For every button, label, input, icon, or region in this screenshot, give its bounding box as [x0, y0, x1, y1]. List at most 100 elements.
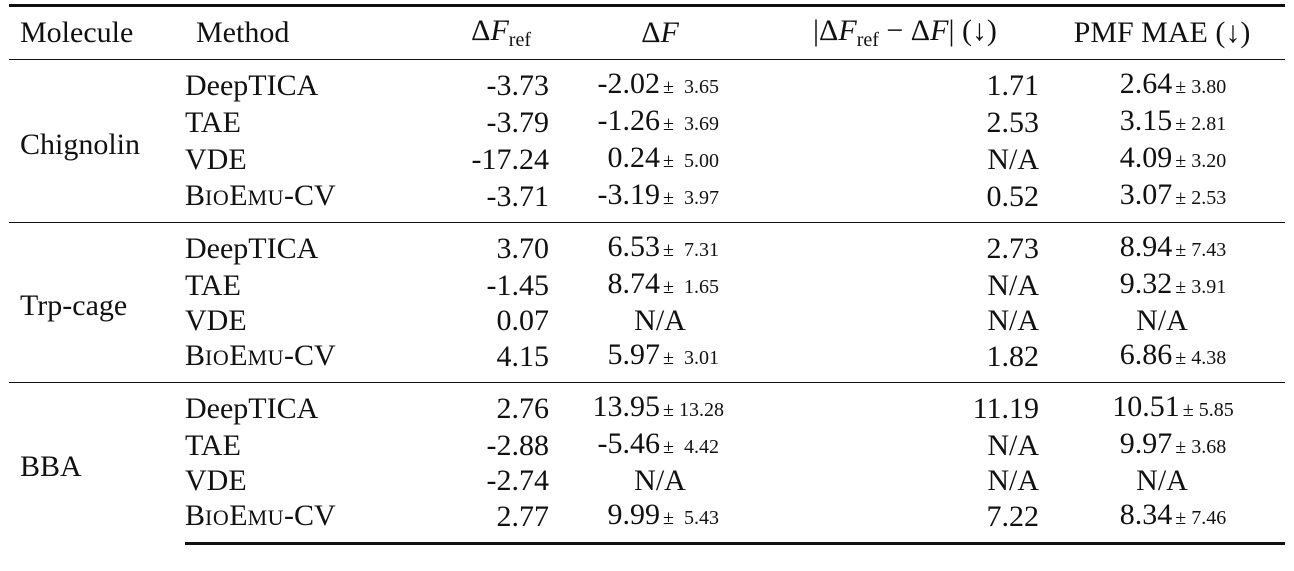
abs-diff-cell: 1.82: [986, 339, 1040, 373]
abs-diff-cell: 11.19: [771, 382, 1039, 427]
table-row: VDE -2.74 N/A N/A N/A: [9, 464, 1285, 498]
group-trp-cage: Trp-cage DeepTICA 3.70 6.53 ± 7.31 2.73 8.94 ± …: [9, 222, 1285, 383]
pmf-std: ± 4.38: [1175, 347, 1227, 369]
abs-diff-cell: 0.52: [986, 179, 1040, 213]
method-smallcaps-b: B: [185, 498, 206, 532]
table-row: BBA DeepTICA 2.76 13.95 ± 13.28 11.19 10.51 ± 5…: [9, 382, 1285, 544]
df-value-group: -5.46 ± 4.42: [575, 427, 745, 464]
pmf-value-group: 4.09 ± 3.20: [1098, 141, 1226, 178]
df-std: ± 3.69: [663, 113, 719, 135]
pmf-value: 9.32: [1119, 267, 1173, 300]
pmf-value-group: 2.64 ± 3.80: [1098, 67, 1226, 104]
df-value: 5.97: [607, 338, 661, 371]
pmf-value: 3.15: [1119, 104, 1173, 137]
pmf-value: 2.64: [1119, 67, 1173, 100]
df-ref-cell: -17.24: [471, 142, 550, 176]
df-value-group: -1.26 ± 3.69: [575, 104, 745, 141]
molecule-cell: Trp-cage: [9, 222, 185, 383]
pmf-value-group: 10.51 ± 5.85: [1090, 390, 1233, 427]
pmf-value: N/A: [1136, 304, 1188, 337]
method-smallcaps-e: E: [229, 338, 248, 372]
df-cell: 0.24 ± 5.00: [549, 141, 771, 178]
table-row: Trp-cage DeepTICA 3.70 6.53 ± 7.31 2.73 8.94 ± …: [9, 222, 1285, 383]
method-cell: TAE: [185, 428, 241, 462]
pmf-std: ± 3.68: [1175, 436, 1227, 458]
df-value: 8.74: [607, 267, 661, 300]
pmf-mae-cell: 6.86 ± 4.38: [1039, 338, 1285, 383]
method-smallcaps-mu: MU: [247, 184, 285, 210]
df-ref-cell: -2.74: [486, 464, 550, 497]
table-header: Molecule Method ΔFref ΔF |ΔFref − ΔF| (↓…: [9, 4, 1285, 60]
df-value: 0.24: [607, 141, 661, 174]
df-std: ± 3.97: [663, 187, 719, 209]
table-row: TAE -3.79 -1.26 ± 3.69 2.53 3.15 ± 2.81: [9, 104, 1285, 141]
abs-diff-cell: 2.53: [986, 105, 1040, 139]
pmf-std: ± 3.91: [1175, 276, 1227, 298]
group-bba: BBA DeepTICA 2.76 13.95 ± 13.28 11.19 10.51 ± 5…: [9, 382, 1285, 545]
df-cell: 13.95 ± 13.28: [549, 382, 771, 427]
df-cell: -1.26 ± 3.69: [549, 104, 771, 141]
table-row: VDE 0.07 N/A N/A N/A: [9, 304, 1285, 338]
df-value: N/A: [634, 464, 686, 497]
df-value: -1.26: [597, 104, 661, 137]
method-cell: BIOEMU-CV: [185, 178, 401, 223]
df-value-group: 8.74 ± 1.65: [575, 267, 745, 304]
pmf-std: ± 2.53: [1175, 187, 1227, 209]
method-cell: BIOEMU-CV: [185, 338, 401, 383]
method-cell: DeepTICA: [185, 222, 401, 267]
df-cell: -2.02 ± 3.65: [549, 60, 771, 105]
df-cell: 5.97 ± 3.01: [549, 338, 771, 383]
method-cell: VDE: [185, 304, 247, 337]
method-cell: BIOEMU-CV: [185, 498, 401, 545]
pmf-mae-cell: 8.34 ± 7.46: [1039, 498, 1285, 545]
df-std: ± 5.43: [663, 507, 719, 529]
df-cell: N/A: [549, 464, 771, 498]
pmf-value-group: 9.32 ± 3.91: [1098, 267, 1226, 304]
pmf-std: ± 7.46: [1175, 507, 1227, 529]
df-ref-cell: 3.70: [401, 222, 549, 267]
pmf-mae-cell: 2.64 ± 3.80: [1039, 60, 1285, 105]
pmf-mae-cell: 10.51 ± 5.85: [1039, 382, 1285, 427]
pmf-value: N/A: [1136, 464, 1188, 497]
pmf-value-group: 8.94 ± 7.43: [1098, 230, 1226, 267]
table-row: TAE -2.88 -5.46 ± 4.42 N/A 9.97 ± 3.68: [9, 427, 1285, 464]
pmf-mae-cell: 8.94 ± 7.43: [1039, 222, 1285, 267]
df-std: ± 3.01: [663, 347, 719, 369]
pmf-value-group: 3.07 ± 2.53: [1098, 178, 1226, 215]
method-smallcaps-mu: MU: [247, 504, 285, 530]
df-value-group: 9.99 ± 5.43: [575, 498, 745, 535]
abs-diff-cell: N/A: [987, 464, 1039, 497]
table-row: BIOEMU-CV 2.77 9.99 ± 5.43 7.22 8.34 ± 7.46: [9, 498, 1285, 545]
df-value: -2.02: [597, 67, 661, 100]
abs-diff-cell: N/A: [987, 268, 1039, 302]
method-smallcaps-cv: -CV: [284, 498, 336, 532]
df-ref-cell: 0.07: [496, 304, 550, 337]
df-value: -5.46: [597, 427, 661, 460]
method-smallcaps-e: E: [229, 178, 248, 212]
table-row: BIOEMU-CV 4.15 5.97 ± 3.01 1.82 6.86 ± 4.38: [9, 338, 1285, 383]
pmf-value-group: 6.86 ± 4.38: [1098, 338, 1226, 375]
df-value: 13.95: [592, 390, 661, 423]
df-cell: 6.53 ± 7.31: [549, 222, 771, 267]
df-value: -3.19: [597, 178, 661, 211]
df-value: 9.99: [607, 498, 661, 531]
pmf-std: ± 3.20: [1175, 150, 1227, 172]
pmf-value: 4.09: [1119, 141, 1173, 174]
df-ref-cell: -1.45: [486, 268, 550, 302]
header-pmf-mae: PMF MAE (↓): [1039, 4, 1285, 60]
table-row: Chignolin DeepTICA -3.73 -2.02 ± 3.65 1.71 2.6…: [9, 60, 1285, 161]
df-value-group: -2.02 ± 3.65: [575, 67, 745, 104]
method-smallcaps-cv: -CV: [284, 178, 336, 212]
header-df-ref: ΔFref: [401, 4, 549, 60]
df-std: ± 3.65: [663, 76, 719, 98]
df-std: ± 5.00: [663, 150, 719, 172]
header-abs-diff: |ΔFref − ΔF| (↓): [771, 4, 1039, 60]
pmf-value-group: 8.34 ± 7.46: [1098, 498, 1226, 535]
method-smallcaps-cv: -CV: [284, 338, 336, 372]
pmf-mae-cell: 9.32 ± 3.91: [1039, 267, 1285, 304]
df-value: 6.53: [607, 230, 661, 263]
abs-diff-cell: 7.22: [771, 498, 1039, 545]
header-molecule: Molecule: [9, 4, 185, 60]
pmf-mae-cell: N/A: [1039, 464, 1285, 498]
group-chignolin: Chignolin DeepTICA -3.73 -2.02 ± 3.65 1.71 2.6…: [9, 60, 1285, 223]
